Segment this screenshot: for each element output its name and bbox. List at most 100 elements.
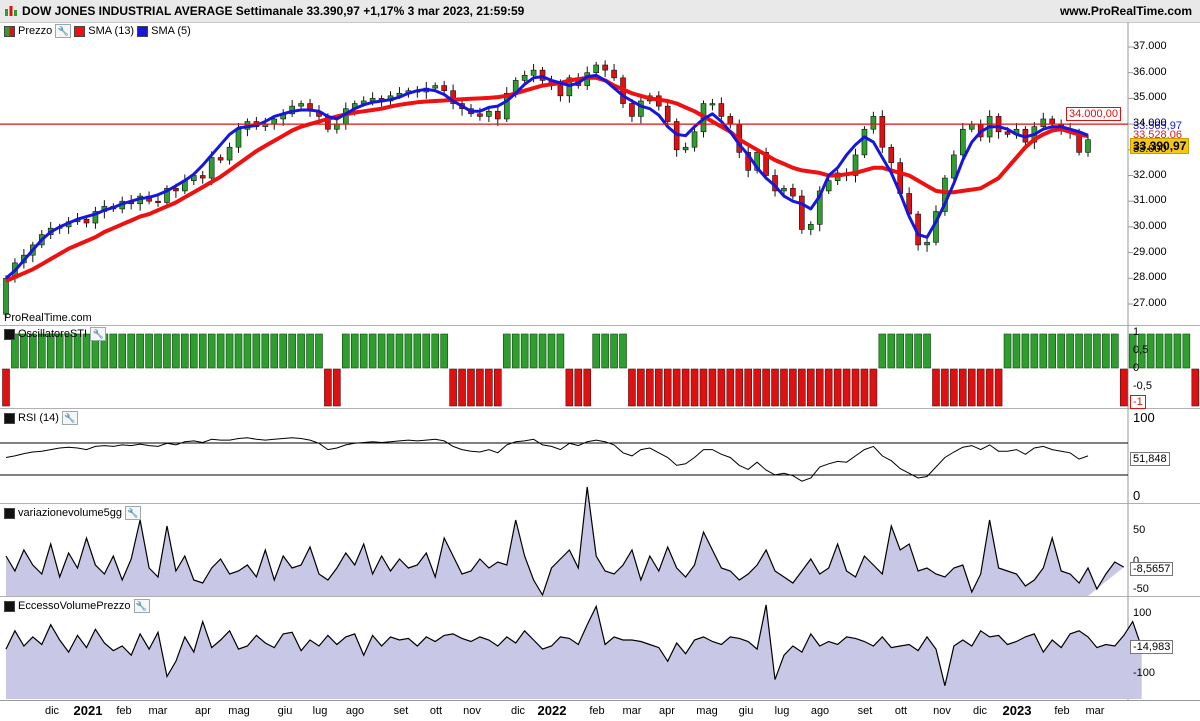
time-axis-label: ago [810, 705, 830, 717]
price-axis-label: 33.000 [1133, 142, 1167, 155]
wrench-icon[interactable]: 🔧 [61, 411, 78, 425]
panel-separator[interactable] [0, 408, 1200, 409]
evp-legend: EccessoVolumePrezzo 🔧 [4, 599, 150, 613]
sti-bar [73, 333, 82, 369]
site-link[interactable]: www.ProRealTime.com [1059, 4, 1192, 18]
sti-bar [878, 333, 887, 369]
candle-body [199, 175, 206, 179]
rsi-line [5, 437, 1089, 482]
sti-bar [860, 368, 869, 407]
wrench-icon[interactable]: 🔧 [124, 506, 141, 520]
candle-body [727, 116, 734, 125]
sti-bar [628, 368, 636, 407]
candle-body [638, 100, 644, 117]
candle-body [226, 146, 233, 161]
evp-area [6, 604, 1142, 699]
wrench-icon[interactable]: 🔧 [55, 24, 72, 38]
vol5-axis-neg50: -50 [1133, 583, 1149, 595]
candle-body [271, 118, 278, 125]
sti-bar [181, 333, 189, 369]
sti-bar [288, 333, 296, 369]
sti-bar [154, 333, 162, 369]
sti-bar [1057, 333, 1065, 369]
candle-body [879, 116, 886, 148]
sti-bar [502, 333, 511, 369]
legend-sti: OscillatoreSTI [18, 328, 88, 340]
candle-body [155, 200, 161, 203]
wrench-icon[interactable]: 🔧 [133, 599, 150, 613]
sti-bar [851, 368, 860, 407]
sti-bar [234, 333, 243, 369]
sti-bar [324, 368, 332, 407]
sti-legend: OscillatoreSTI 🔧 [4, 327, 107, 341]
candle-body [298, 103, 304, 107]
price-legend: Prezzo 🔧 SMA (13) SMA (5) [4, 24, 191, 38]
sti-bar [1093, 333, 1101, 369]
sti-bar [458, 368, 466, 407]
price-swatch [4, 25, 15, 37]
vol5-legend: variazionevolume5gg 🔧 [4, 506, 141, 520]
sti-bar [243, 333, 252, 369]
sti-bar [950, 368, 958, 407]
candle-body [709, 103, 716, 106]
sti-bar [172, 333, 180, 369]
price-axis-label: 37.000 [1133, 40, 1167, 52]
sti-bar [297, 333, 305, 369]
sti-bar [663, 368, 672, 407]
sti-bar [869, 368, 878, 407]
time-axis-label: feb [116, 705, 132, 717]
time-axis-label: dic [972, 705, 988, 717]
panel-separator[interactable] [0, 325, 1200, 326]
candle-body [164, 188, 170, 203]
sti-bar [959, 368, 967, 407]
sti-bar [932, 368, 940, 407]
sti-bar [207, 333, 216, 369]
time-axis-label: 2022 [537, 703, 567, 718]
title-bar: DOW JONES INDUSTRIAL AVERAGE Settimanale… [0, 0, 1200, 23]
candle-body [557, 85, 564, 97]
sti-bar [377, 333, 386, 369]
candle-body [861, 128, 868, 156]
sti-axis-05: 0,5 [1133, 344, 1149, 356]
panel-separator[interactable] [0, 596, 1200, 597]
time-axis-label: lug [774, 705, 790, 717]
sti-bar [842, 368, 851, 407]
sti-bar [252, 333, 261, 369]
wrench-icon[interactable]: 🔧 [90, 327, 107, 341]
time-axis-label: ago [345, 705, 365, 717]
candle-body [816, 190, 823, 225]
candle-body [968, 123, 975, 130]
rsi-value-tag: 51,848 [1130, 452, 1170, 466]
sti-bar [449, 368, 457, 407]
price-axis-label: 31.000 [1133, 194, 1167, 207]
sti-bar [941, 368, 949, 407]
sti-bar [368, 333, 377, 369]
time-axis-label: 2023 [1002, 703, 1032, 718]
sti-bar [1084, 333, 1092, 369]
sti-bar [118, 333, 127, 369]
sti-bar [1137, 333, 1146, 369]
candle-body [477, 113, 483, 117]
sti-axis-neg05: -0,5 [1133, 380, 1152, 392]
sti-bar [1146, 333, 1155, 369]
time-axis-label: giu [738, 705, 754, 717]
vol5-axis-0: 0 [1133, 555, 1140, 567]
sti-bar [565, 368, 574, 407]
candle-body [807, 224, 814, 230]
candle-body [611, 69, 617, 79]
candle-body [486, 110, 492, 117]
time-axis-label: dic [44, 705, 60, 717]
candle-body [530, 69, 537, 76]
sti-swatch [4, 328, 15, 340]
candle-body [173, 188, 179, 192]
sti-bar [485, 368, 493, 407]
price-tag: 33.390,97 [1130, 138, 1190, 154]
panel-separator[interactable] [0, 503, 1200, 504]
sti-bar [2, 368, 10, 407]
sti-axis-0: 0 [1133, 362, 1140, 374]
candle-body [521, 74, 528, 81]
sti-bar [762, 368, 770, 407]
time-axis-label: ott [429, 705, 443, 717]
price-axis-label: 27.000 [1133, 297, 1167, 309]
